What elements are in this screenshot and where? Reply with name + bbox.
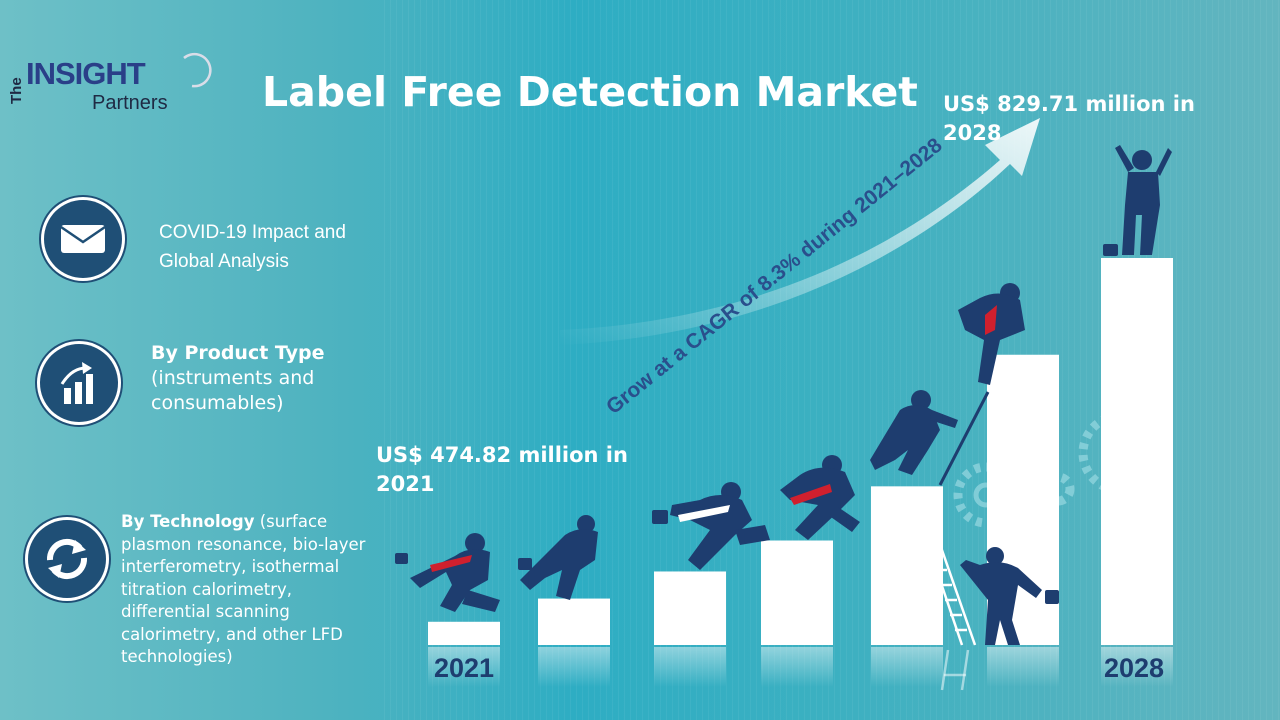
growth-bar <box>538 598 610 645</box>
bar-reflection <box>654 647 726 687</box>
ladder-icon <box>921 529 977 691</box>
bar-reflection <box>761 647 833 687</box>
page-title: Label Free Detection Market <box>262 68 918 116</box>
bar-reflection <box>1101 647 1173 687</box>
start-value-label: US$ 474.82 million in 2021 <box>376 443 628 496</box>
growth-bar <box>871 486 943 645</box>
logo-partners-text: Partners <box>92 92 168 114</box>
bar-reflection <box>428 647 500 687</box>
segment-product-detail: (instruments and consumables) <box>151 367 315 414</box>
growth-bar <box>428 621 500 645</box>
cycle-arrows-icon <box>28 520 106 598</box>
segment-technology-text: By Technology (surface plasmon resonance… <box>121 511 373 669</box>
climbing-stick <box>938 391 990 486</box>
segment-covid-text: COVID-19 Impact and Global Analysis <box>159 222 346 272</box>
logo-arc-icon <box>183 52 212 88</box>
growth-chart-icon <box>40 344 118 422</box>
segment-technology-title: By Technology <box>121 512 255 531</box>
company-logo: The INSIGHT Partners <box>6 50 216 122</box>
end-year-label: 2028 <box>1104 653 1165 683</box>
logo-insight-text: INSIGHT <box>26 56 146 91</box>
growth-bar <box>654 571 726 645</box>
bar-reflection <box>871 647 943 687</box>
growth-bar <box>1101 258 1173 645</box>
end-value-label: US$ 829.71 million in 2028 <box>943 92 1195 145</box>
bar-reflection <box>987 647 1059 687</box>
start-year-label: 2021 <box>434 653 495 683</box>
segment-product-title: By Product Type <box>151 342 325 364</box>
segment-technology-detail: (surface plasmon resonance, bio-layer in… <box>121 512 366 666</box>
growth-bar <box>761 540 833 645</box>
business-people-illustration <box>395 145 1172 645</box>
bar-reflection <box>538 647 610 687</box>
segment-product-text: By Product Type (instruments and consuma… <box>151 341 381 416</box>
logo-the-text: The <box>8 77 25 104</box>
envelope-icon <box>44 200 122 278</box>
